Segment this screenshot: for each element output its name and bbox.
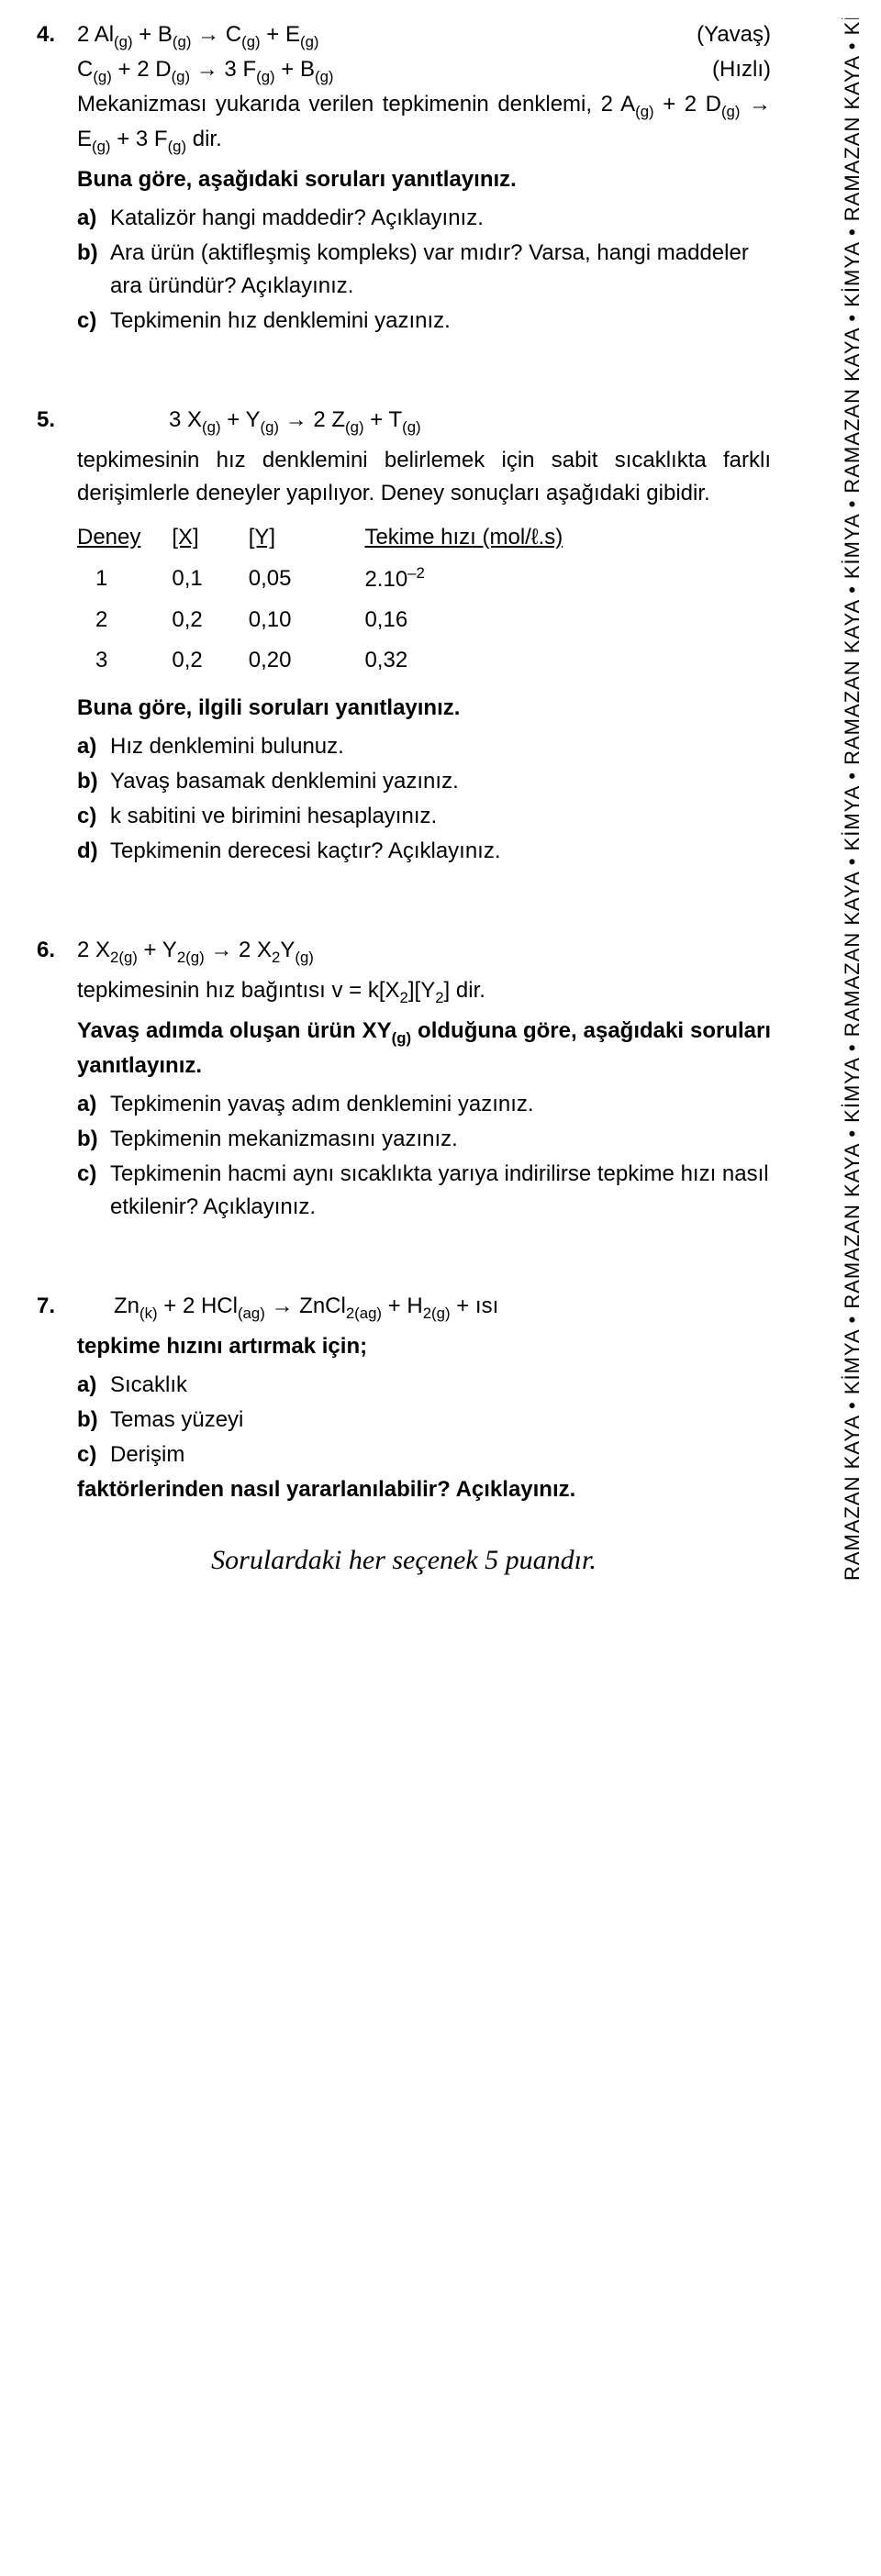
sub-text: Temas yüzeyi	[110, 1404, 771, 1437]
equation-tag: (Hızlı)	[712, 53, 771, 88]
table-cell: 2	[77, 600, 172, 640]
sub-item-a: a)Hız denklemini bulunuz.	[77, 730, 771, 763]
table-cell: 1	[77, 558, 172, 600]
prompt: Buna göre, ilgili soruları yanıtlayınız.	[77, 692, 771, 725]
sub-text: Hız denklemini bulunuz.	[110, 730, 771, 763]
table-cell: 3	[77, 640, 172, 681]
sub-item-b: b)Ara ürün (aktifleşmiş kompleks) var mı…	[77, 237, 771, 303]
sub-text: Tepkimenin derecesi kaçtır? Açıklayınız.	[110, 835, 771, 868]
table-cell: 0,2	[172, 640, 248, 681]
equation-text: 2 Al(g) + B(g) → C(g) + E(g)	[77, 18, 319, 53]
sub-text: Tepkimenin yavaş adım denklemini yazınız…	[110, 1088, 771, 1121]
table-cell: 0,20	[249, 640, 365, 681]
footer-note: Sorulardaki her seçenek 5 puandır.	[37, 1539, 771, 1599]
question-number: 6.	[37, 934, 77, 967]
sub-item-c: c)Tepkimenin hacmi aynı sıcaklıkta yarıy…	[77, 1158, 771, 1224]
sub-item-b: b)Yavaş basamak denklemini yazınız.	[77, 765, 771, 798]
sub-label: a)	[77, 1369, 110, 1402]
table-cell: 0,16	[364, 600, 583, 640]
page-content: 4. 2 Al(g) + B(g) → C(g) + E(g) (Yavaş) …	[0, 0, 798, 1617]
prompt: faktörlerinden nasıl yararlanılabilir? A…	[77, 1473, 771, 1506]
sub-text: Tepkimenin hız denklemini yazınız.	[110, 305, 771, 338]
question-body: 2 Al(g) + B(g) → C(g) + E(g) (Yavaş) C(g…	[77, 18, 771, 339]
table-header: Tekime hızı (mol/ℓ.s)	[364, 517, 583, 558]
equation-tag: (Yavaş)	[697, 18, 771, 53]
sub-item-c: c)Tepkimenin hız denklemini yazınız.	[77, 305, 771, 338]
table-cell: 0,1	[172, 558, 248, 600]
sub-item-b: b)Temas yüzeyi	[77, 1404, 771, 1437]
sub-label: a)	[77, 1088, 110, 1121]
question-4: 4. 2 Al(g) + B(g) → C(g) + E(g) (Yavaş) …	[37, 18, 771, 339]
paragraph: tepkimesinin hız bağıntısı v = k[X2][Y2]…	[77, 974, 771, 1009]
sub-list: a)Sıcaklık b)Temas yüzeyi c)Derişim	[77, 1369, 771, 1471]
table-cell: 0,10	[249, 600, 365, 640]
sub-label: d)	[77, 835, 110, 868]
table-cell: 2.10–2	[364, 558, 583, 600]
sub-item-c: c)k sabitini ve birimini hesaplayınız.	[77, 800, 771, 833]
question-6: 6. 2 X2(g) + Y2(g) → 2 X2Y(g) tepkimesin…	[37, 934, 771, 1226]
sub-label: c)	[77, 1158, 110, 1224]
paragraph: Mekanizması yukarıda verilen tepkimenin …	[77, 88, 771, 158]
question-number: 5.	[37, 404, 77, 437]
sub-label: c)	[77, 305, 110, 338]
sub-list: a)Hız denklemini bulunuz. b)Yavaş basama…	[77, 730, 771, 868]
sub-text: Sıcaklık	[110, 1369, 771, 1402]
sub-text: k sabitini ve birimini hesaplayınız.	[110, 800, 771, 833]
sub-text: Derişim	[110, 1438, 771, 1471]
sub-label: b)	[77, 1404, 110, 1437]
table-header: [X]	[172, 517, 248, 558]
equation-row: 2 Al(g) + B(g) → C(g) + E(g) (Yavaş)	[77, 18, 771, 53]
equation-text: C(g) + 2 D(g) → 3 F(g) + B(g)	[77, 53, 334, 88]
table-header: Deney	[77, 517, 172, 558]
question-number: 4.	[37, 18, 77, 51]
table-cell: 0,2	[172, 600, 248, 640]
table-cell: 0,05	[249, 558, 365, 600]
sub-text: Ara ürün (aktifleşmiş kompleks) var mıdı…	[110, 237, 771, 303]
table-header-row: Deney [X] [Y] Tekime hızı (mol/ℓ.s)	[77, 517, 583, 558]
equation-text: Zn(k) + 2 HCl(ag) → ZnCl2(ag) + H2(g) + …	[77, 1290, 771, 1325]
sub-label: b)	[77, 765, 110, 798]
sub-label: a)	[77, 202, 110, 235]
data-table: Deney [X] [Y] Tekime hızı (mol/ℓ.s) 1 0,…	[77, 517, 583, 681]
sub-item-c: c)Derişim	[77, 1438, 771, 1471]
table-row: 3 0,2 0,20 0,32	[77, 640, 583, 681]
sub-item-d: d)Tepkimenin derecesi kaçtır? Açıklayını…	[77, 835, 771, 868]
table-row: 1 0,1 0,05 2.10–2	[77, 558, 583, 600]
equation-text: 3 X(g) + Y(g) → 2 Z(g) + T(g)	[77, 404, 771, 439]
question-body: Zn(k) + 2 HCl(ag) → ZnCl2(ag) + H2(g) + …	[77, 1290, 771, 1512]
sub-item-a: a)Katalizör hangi maddedir? Açıklayınız.	[77, 202, 771, 235]
sub-text: Tepkimenin mekanizmasını yazınız.	[110, 1123, 771, 1156]
sub-list: a)Katalizör hangi maddedir? Açıklayınız.…	[77, 202, 771, 338]
sub-text: Yavaş basamak denklemini yazınız.	[110, 765, 771, 798]
question-body: 3 X(g) + Y(g) → 2 Z(g) + T(g) tepkimesin…	[77, 404, 771, 870]
sub-item-b: b)Tepkimenin mekanizmasını yazınız.	[77, 1123, 771, 1156]
table-row: 2 0,2 0,10 0,16	[77, 600, 583, 640]
table-header: [Y]	[249, 517, 365, 558]
equation-row: C(g) + 2 D(g) → 3 F(g) + B(g) (Hızlı)	[77, 53, 771, 88]
table-cell: 0,32	[364, 640, 583, 681]
sub-label: c)	[77, 800, 110, 833]
sub-text: Tepkimenin hacmi aynı sıcaklıkta yarıya …	[110, 1158, 771, 1224]
sub-label: c)	[77, 1438, 110, 1471]
sub-label: a)	[77, 730, 110, 763]
prompt: Buna göre, aşağıdaki soruları yanıtlayın…	[77, 163, 771, 196]
sub-item-a: a)Sıcaklık	[77, 1369, 771, 1402]
sub-text: Katalizör hangi maddedir? Açıklayınız.	[110, 202, 771, 235]
sub-item-a: a)Tepkimenin yavaş adım denklemini yazın…	[77, 1088, 771, 1121]
side-watermark: RAMAZAN KAYA • KİMYA • RAMAZAN KAYA • Kİ…	[837, 18, 864, 1581]
prompt: tepkime hızını artırmak için;	[77, 1330, 771, 1363]
question-5: 5. 3 X(g) + Y(g) → 2 Z(g) + T(g) tepkime…	[37, 404, 771, 870]
question-7: 7. Zn(k) + 2 HCl(ag) → ZnCl2(ag) + H2(g)…	[37, 1290, 771, 1512]
sub-list: a)Tepkimenin yavaş adım denklemini yazın…	[77, 1088, 771, 1224]
question-body: 2 X2(g) + Y2(g) → 2 X2Y(g) tepkimesinin …	[77, 934, 771, 1226]
equation-text: 2 X2(g) + Y2(g) → 2 X2Y(g)	[77, 934, 771, 969]
sub-label: b)	[77, 1123, 110, 1156]
sub-label: b)	[77, 237, 110, 303]
question-number: 7.	[37, 1290, 77, 1323]
prompt: Yavaş adımda oluşan ürün XY(g) olduğuna …	[77, 1015, 771, 1083]
paragraph: tepkimesinin hız denklemini belirlemek i…	[77, 444, 771, 510]
